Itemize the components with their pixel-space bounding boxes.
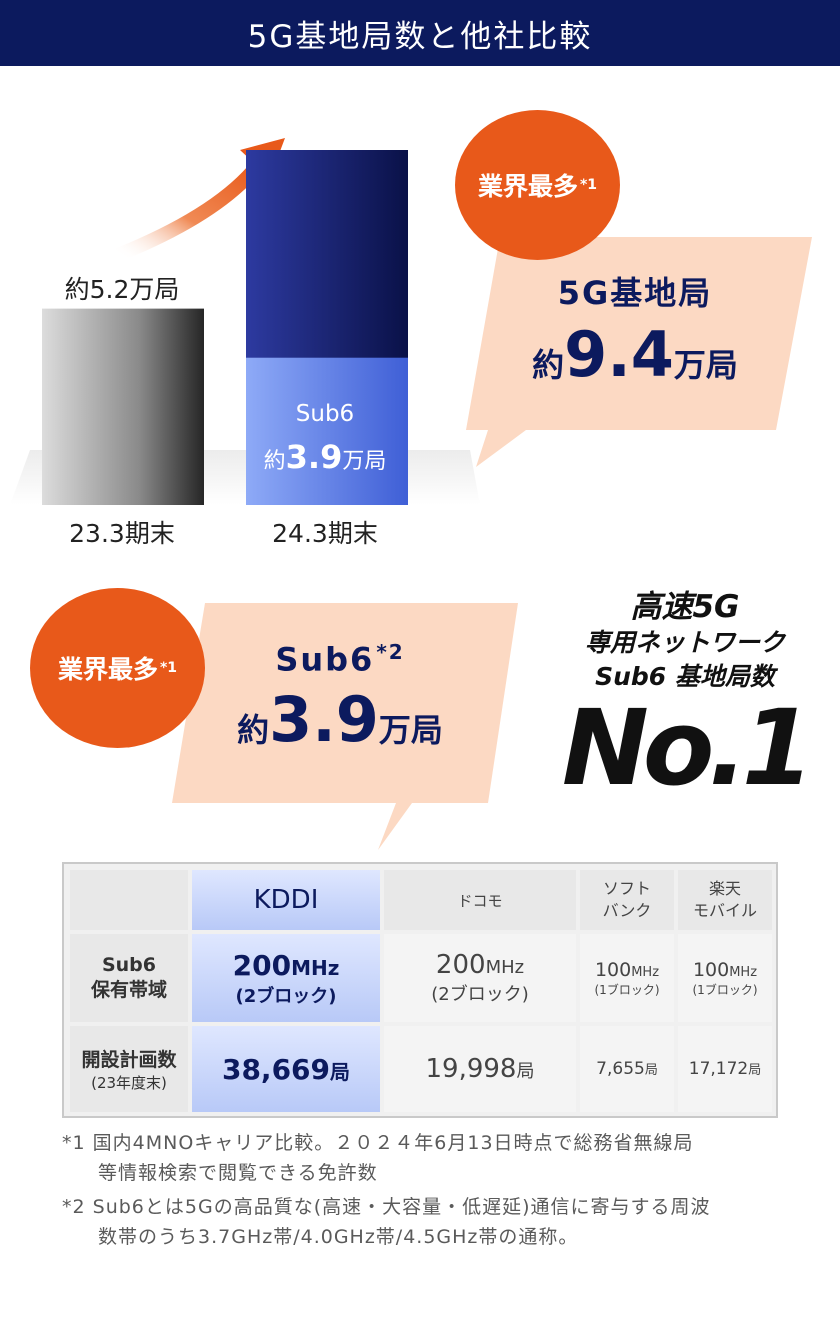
badge-mid: 業界最多 *1 bbox=[30, 588, 205, 748]
badge-mid-sup: *1 bbox=[159, 660, 178, 676]
cell-rakuten-plan: 17,172局 bbox=[678, 1026, 772, 1112]
table-header-softbank-label: ソフト バンク bbox=[602, 879, 652, 920]
page-title: 5G基地局数と他社比較 bbox=[0, 0, 840, 66]
rakuten-plan-unit: 局 bbox=[748, 1063, 762, 1078]
table-header-kddi: KDDI bbox=[192, 870, 380, 930]
callout-sub6-prefix: 約 bbox=[237, 710, 270, 749]
rakuten-bandwidth-value: 100 bbox=[692, 958, 730, 981]
kddi-bandwidth-unit: MHz bbox=[291, 955, 340, 980]
rakuten-bandwidth-blocks: (1ブロック) bbox=[692, 982, 758, 997]
no1-big: No.1 bbox=[561, 687, 814, 809]
callout-5g-title: 5G基地局 bbox=[557, 274, 713, 312]
bar-total-1 bbox=[42, 308, 204, 505]
cell-softbank-bandwidth: 100MHz (1ブロック) bbox=[580, 934, 674, 1022]
cell-docomo-bandwidth: 200MHz (2ブロック) bbox=[384, 934, 576, 1022]
table-corner bbox=[70, 870, 188, 930]
badge-top: 業界最多 *1 bbox=[455, 110, 620, 260]
x-tick-label-1: 23.3期末 bbox=[69, 519, 175, 548]
cell-kddi-bandwidth: 200MHz (2ブロック) bbox=[192, 934, 380, 1022]
footnote-2-text: Sub6とは5Gの高品質な(高速・大容量・低遅延)通信に寄与する周波 bbox=[92, 1196, 711, 1218]
growth-arrow bbox=[115, 160, 264, 262]
callout-5g-shape bbox=[466, 237, 812, 467]
docomo-bandwidth-value: 200 bbox=[435, 950, 486, 980]
table-header-kddi-label: KDDI bbox=[253, 885, 319, 915]
docomo-bandwidth-unit: MHz bbox=[485, 957, 525, 978]
table-header-rakuten: 楽天 モバイル bbox=[678, 870, 772, 930]
footnote-2: *2 Sub6とは5Gの高品質な(高速・大容量・低遅延)通信に寄与する周波 数帯… bbox=[62, 1192, 802, 1252]
callout-5g-value-line: 約9.4万局 bbox=[470, 318, 800, 391]
row-label-plan: 開設計画数 (23年度末) bbox=[70, 1026, 188, 1112]
row-label-bandwidth: Sub6 保有帯域 bbox=[70, 934, 188, 1022]
footnote-2-mark: *2 bbox=[62, 1196, 86, 1218]
table-header-docomo: ドコモ bbox=[384, 870, 576, 930]
callout-5g-unit: 万局 bbox=[673, 346, 738, 384]
kddi-bandwidth-value: 200 bbox=[232, 948, 292, 982]
cell-docomo-plan: 19,998局 bbox=[384, 1026, 576, 1112]
sub6-segment-value: 約3.9万局 bbox=[264, 438, 387, 476]
comparison-table: KDDI ドコモ ソフト バンク 楽天 モバイル Sub6 保有帯域 200MH… bbox=[62, 862, 778, 1118]
rakuten-plan-value: 17,172 bbox=[688, 1059, 749, 1079]
callout-sub6: Sub6 *2 約3.9万局 bbox=[175, 640, 505, 756]
kddi-bandwidth-blocks: (2ブロック) bbox=[235, 985, 337, 1007]
bar-1-value-label: 約5.2万局 bbox=[65, 275, 180, 304]
no1-line3: Sub6 基地局数 bbox=[595, 662, 775, 691]
footnote-1-text: 国内4MNOキャリア比較。２０２４年6月13日時点で総務省無線局 bbox=[92, 1132, 694, 1154]
kddi-plan-unit: 局 bbox=[330, 1059, 351, 1084]
footnote-1-text-cont: 等情報検索で閲覧できる免許数 bbox=[98, 1162, 378, 1184]
softbank-bandwidth-blocks: (1ブロック) bbox=[594, 982, 660, 997]
badge-top-sup: *1 bbox=[579, 177, 598, 193]
table-header-rakuten-label: 楽天 モバイル bbox=[692, 879, 757, 920]
badge-mid-text: 業界最多 bbox=[57, 655, 158, 684]
callout-5g-value: 9.4 bbox=[564, 318, 674, 391]
table-header-docomo-label: ドコモ bbox=[457, 891, 503, 910]
x-tick-label-2: 24.3期末 bbox=[272, 519, 378, 548]
cell-kddi-plan: 38,669局 bbox=[192, 1026, 380, 1112]
softbank-plan-unit: 局 bbox=[644, 1063, 658, 1078]
footnote-2-text-cont: 数帯のうち3.7GHz帯/4.0GHz帯/4.5GHz帯の通称。 bbox=[98, 1226, 579, 1248]
row-label-plan-text: 開設計画数 bbox=[81, 1049, 177, 1071]
table-header-softbank: ソフト バンク bbox=[580, 870, 674, 930]
softbank-bandwidth-unit: MHz bbox=[631, 964, 660, 980]
softbank-bandwidth-value: 100 bbox=[594, 958, 632, 981]
bar-sub6-segment-2 bbox=[246, 357, 408, 505]
docomo-bandwidth-blocks: (2ブロック) bbox=[431, 984, 529, 1005]
rakuten-bandwidth-unit: MHz bbox=[729, 964, 758, 980]
softbank-plan-value: 7,655 bbox=[596, 1059, 645, 1079]
kddi-plan-value: 38,669 bbox=[221, 1052, 331, 1086]
docomo-plan-value: 19,998 bbox=[425, 1054, 517, 1084]
callout-sub6-title-sup: *2 bbox=[376, 640, 405, 664]
callout-sub6-title: Sub6 bbox=[275, 640, 375, 679]
callout-sub6-value-line: 約3.9万局 bbox=[175, 683, 505, 756]
row-label-bandwidth-text: Sub6 保有帯域 bbox=[90, 954, 167, 1001]
page-title-text: 5G基地局数と他社比較 bbox=[247, 18, 593, 55]
callout-sub6-value: 3.9 bbox=[269, 682, 379, 756]
callout-5g: 5G基地局 約9.4万局 bbox=[470, 268, 800, 391]
footnote-1: *1 国内4MNOキャリア比較。２０２４年6月13日時点で総務省無線局 等情報検… bbox=[62, 1128, 802, 1188]
no1-line2: 専用ネットワーク bbox=[584, 628, 785, 657]
row-label-plan-sub: (23年度末) bbox=[91, 1074, 167, 1092]
callout-sub6-shape bbox=[172, 603, 518, 850]
docomo-plan-unit: 局 bbox=[516, 1061, 535, 1082]
cell-rakuten-bandwidth: 100MHz (1ブロック) bbox=[678, 934, 772, 1022]
sub6-segment-name: Sub6 bbox=[296, 401, 354, 427]
no1-line1: 高速5G bbox=[630, 589, 740, 625]
footnote-1-mark: *1 bbox=[62, 1132, 86, 1154]
cell-softbank-plan: 7,655局 bbox=[580, 1026, 674, 1112]
callout-sub6-title-line: Sub6 *2 bbox=[175, 640, 505, 679]
callout-5g-prefix: 約 bbox=[532, 346, 565, 384]
callout-sub6-unit: 万局 bbox=[378, 710, 443, 749]
no1-block: 高速5G 専用ネットワーク Sub6 基地局数 No.1 bbox=[535, 588, 835, 802]
bar-chart: 約5.2万局 Sub6 約3.9万局 23.3期末 24.3期末 bbox=[10, 138, 480, 548]
badge-top-text: 業界最多 bbox=[477, 172, 578, 201]
